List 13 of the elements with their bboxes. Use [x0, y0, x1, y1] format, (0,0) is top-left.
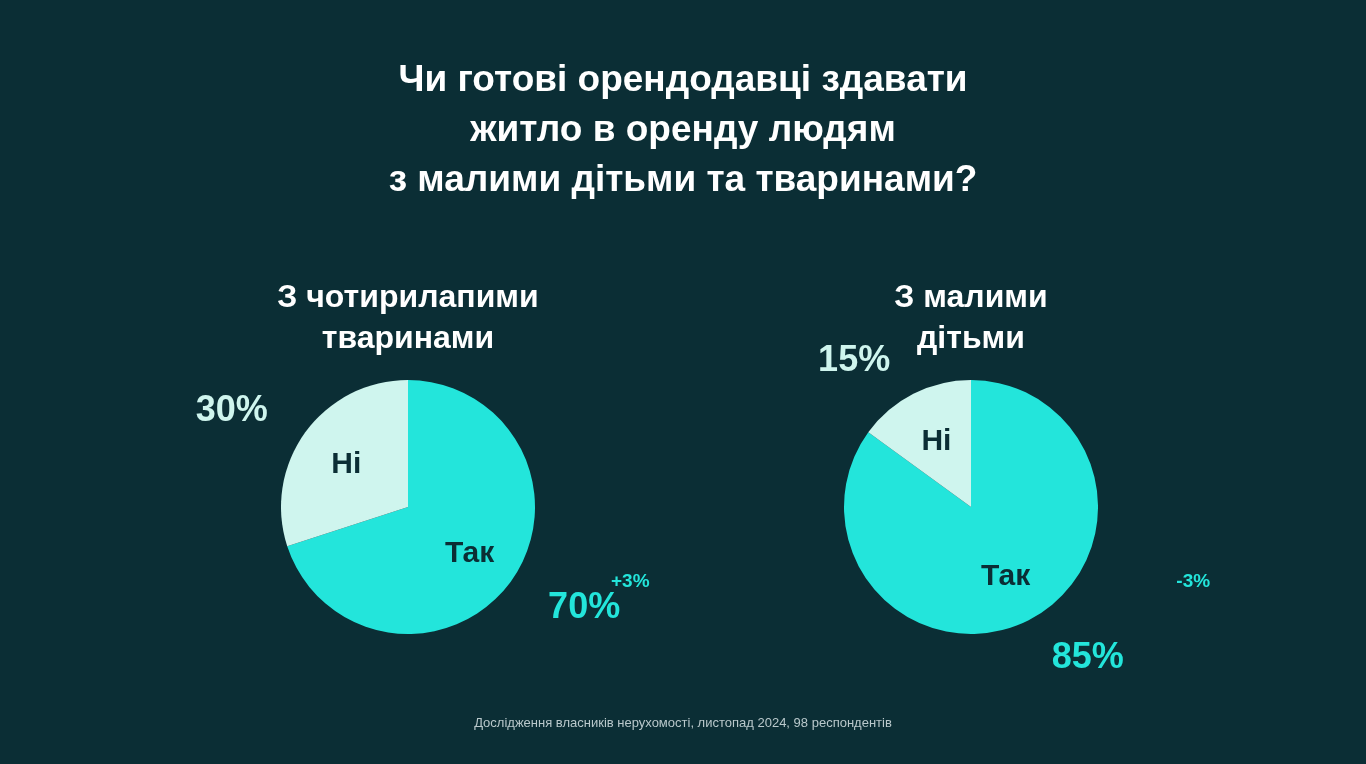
- slice-label: Так: [445, 535, 496, 569]
- slice-label: Ні: [331, 445, 362, 479]
- chart-subtitle: З чотирилапими тваринами: [276, 277, 540, 357]
- data-label: 85%: [1051, 635, 1124, 677]
- text: -3%: [1176, 570, 1211, 592]
- text: Дослідження власників нерухомості, листопад 2024, 98 респондентів: [473, 715, 893, 730]
- text: +3%: [610, 570, 650, 592]
- chart-subtitle: З малими дітьми: [894, 278, 1048, 355]
- slice-label: Ні: [921, 422, 952, 456]
- slice-label: Так: [980, 558, 1032, 592]
- data-label: 30%: [195, 388, 268, 430]
- chart-title: Чи готові орендодавці здавати житло в оренду людям з малими дітьми та тваринами?: [387, 57, 979, 201]
- data-label: 15%: [818, 337, 891, 379]
